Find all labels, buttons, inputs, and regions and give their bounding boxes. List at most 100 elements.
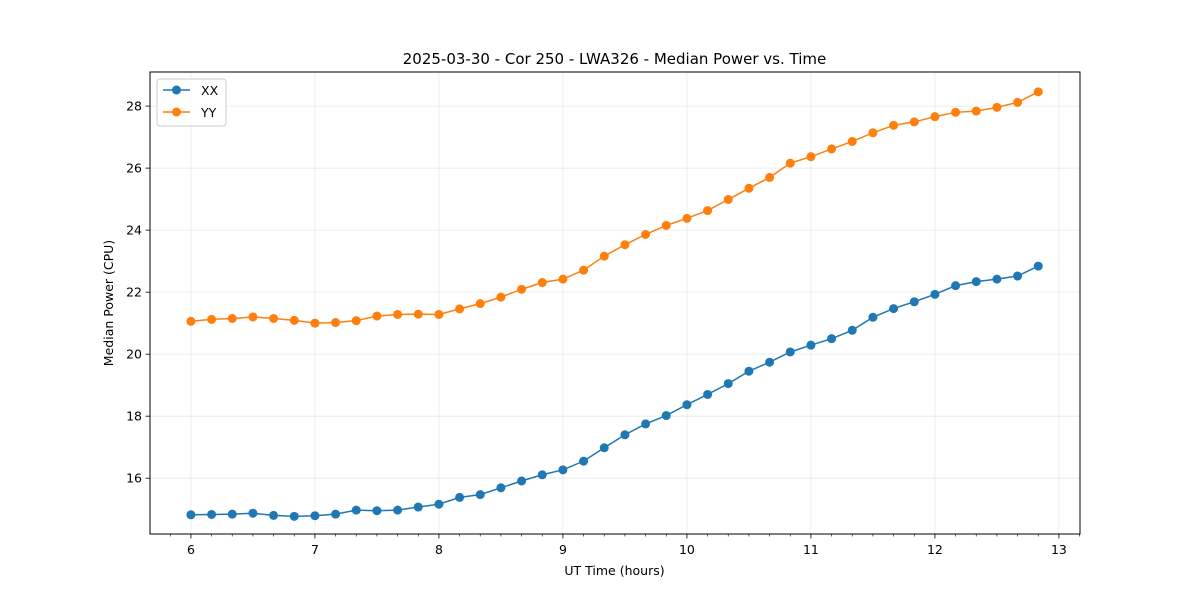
data-point-yy <box>579 265 589 275</box>
data-point-yy <box>186 316 196 326</box>
data-point-yy <box>641 229 651 239</box>
data-point-yy <box>496 292 506 302</box>
y-tick-label: 16 <box>126 471 142 486</box>
data-point-yy <box>310 318 320 328</box>
data-point-yy <box>475 299 485 309</box>
x-tick-label: 9 <box>559 542 567 557</box>
data-point-yy <box>455 304 465 314</box>
data-point-xx <box>785 347 795 357</box>
data-point-xx <box>992 274 1002 284</box>
data-point-xx <box>289 511 299 521</box>
data-point-yy <box>703 206 713 216</box>
data-point-xx <box>971 277 981 287</box>
data-point-yy <box>971 106 981 116</box>
data-point-xx <box>351 505 361 515</box>
x-tick-label: 7 <box>311 542 319 557</box>
data-point-yy <box>992 102 1002 112</box>
data-point-yy <box>930 112 940 122</box>
data-point-xx <box>558 465 568 475</box>
data-point-yy <box>207 314 217 324</box>
y-tick-label: 26 <box>126 161 142 176</box>
legend-label-xx: XX <box>201 83 219 98</box>
data-point-yy <box>248 312 258 322</box>
data-point-yy <box>909 117 919 127</box>
data-point-yy <box>558 274 568 284</box>
y-tick-label: 20 <box>126 347 142 362</box>
data-point-yy <box>1013 97 1023 107</box>
data-point-xx <box>393 505 403 515</box>
data-point-yy <box>806 152 816 162</box>
data-point-xx <box>455 492 465 502</box>
data-point-xx <box>413 502 423 512</box>
x-tick-label: 11 <box>803 542 819 557</box>
data-point-yy <box>765 172 775 182</box>
x-tick-label: 12 <box>927 542 943 557</box>
data-point-xx <box>496 483 506 493</box>
data-point-xx <box>641 419 651 429</box>
data-point-yy <box>227 314 237 324</box>
grid-lines <box>150 72 1080 534</box>
legend: XX YY <box>156 78 227 127</box>
data-point-yy <box>269 314 279 324</box>
x-tick-label: 6 <box>187 542 195 557</box>
data-point-yy <box>744 183 754 193</box>
x-axis: 6 7 8 9 10 11 12 13 <box>169 534 1080 557</box>
data-point-xx <box>723 379 733 389</box>
data-point-yy <box>889 120 899 130</box>
data-point-yy <box>661 220 671 230</box>
y-axis: 16 18 20 22 24 26 28 <box>126 99 150 486</box>
data-point-yy <box>847 136 857 146</box>
data-point-xx <box>248 508 258 518</box>
data-point-yy <box>434 309 444 319</box>
y-axis-label: Median Power (CPU) <box>101 240 116 366</box>
data-point-xx <box>827 334 837 344</box>
data-point-xx <box>951 281 961 291</box>
plot-frame <box>149 71 1081 535</box>
chart-title: 2025-03-30 - Cor 250 - LWA326 - Median P… <box>403 50 827 68</box>
series-line-yy <box>190 91 1039 324</box>
data-point-yy <box>351 316 361 326</box>
data-point-xx <box>847 325 857 335</box>
data-point-xx <box>744 366 754 376</box>
x-tick-label: 13 <box>1051 542 1067 557</box>
data-point-xx <box>537 470 547 480</box>
data-point-xx <box>1033 261 1043 271</box>
data-point-yy <box>723 194 733 204</box>
data-point-xx <box>207 509 217 519</box>
data-point-yy <box>413 309 423 319</box>
data-point-xx <box>310 511 320 521</box>
data-point-xx <box>889 304 899 314</box>
data-point-yy <box>827 144 837 154</box>
data-point-yy <box>1033 87 1043 97</box>
data-point-yy <box>331 318 341 328</box>
data-point-xx <box>434 499 444 509</box>
data-point-yy <box>682 213 692 223</box>
data-point-xx <box>269 510 279 520</box>
data-point-yy <box>785 158 795 168</box>
data-point-xx <box>517 476 527 486</box>
data-point-yy <box>951 107 961 117</box>
x-axis-label: UT Time (hours) <box>564 563 664 578</box>
data-point-xx <box>475 490 485 500</box>
y-tick-label: 28 <box>126 99 142 114</box>
data-point-yy <box>517 284 527 294</box>
data-point-yy <box>620 240 630 250</box>
data-point-xx <box>579 456 589 466</box>
data-point-yy <box>372 311 382 321</box>
data-point-xx <box>661 411 671 421</box>
y-tick-label: 22 <box>126 285 142 300</box>
data-series <box>186 87 1043 521</box>
legend-marker-yy <box>172 107 181 117</box>
data-point-xx <box>868 312 878 322</box>
data-point-yy <box>868 128 878 138</box>
data-point-yy <box>289 315 299 325</box>
legend-marker-xx <box>172 85 181 95</box>
x-tick-label: 10 <box>679 542 695 557</box>
y-tick-label: 24 <box>126 223 142 238</box>
data-point-xx <box>599 443 609 453</box>
data-point-xx <box>620 430 630 440</box>
data-point-xx <box>703 389 713 399</box>
data-point-xx <box>806 340 816 350</box>
data-point-yy <box>599 251 609 261</box>
